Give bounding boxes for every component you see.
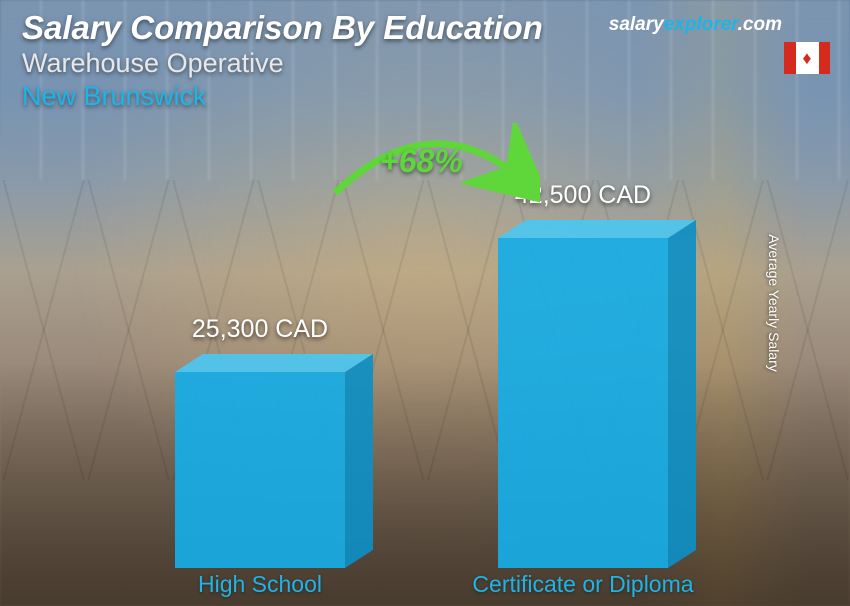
bar-3d [175,372,345,568]
brand-part-a: salary [609,14,664,35]
flag-center: ♦ [796,42,819,74]
bar-front [175,372,345,568]
title-subtitle: Warehouse Operative [22,48,828,79]
bar-3d [498,238,668,568]
bar-top [498,220,696,238]
bar-top [175,354,373,372]
bar-label: High School [120,571,400,598]
brand-part-c: .com [738,14,782,35]
bar-label: Certificate or Diploma [443,571,723,598]
bar-side [668,220,696,568]
increase-percent: +68% [380,143,463,180]
brand-logo: salaryexplorer.com [609,14,782,36]
bar-value: 25,300 CAD [130,315,390,344]
country-flag-icon: ♦ [784,42,830,74]
bar-front [498,238,668,568]
flag-stripe-left [784,42,796,74]
maple-leaf-icon: ♦ [802,49,811,67]
chart-area: 25,300 CAD42,500 CAD [0,180,850,568]
title-region: New Brunswick [22,81,828,112]
bar-side [345,353,373,568]
y-axis-label: Average Yearly Salary [765,234,781,372]
flag-stripe-right [819,42,831,74]
brand-part-b: explorer [664,14,738,35]
